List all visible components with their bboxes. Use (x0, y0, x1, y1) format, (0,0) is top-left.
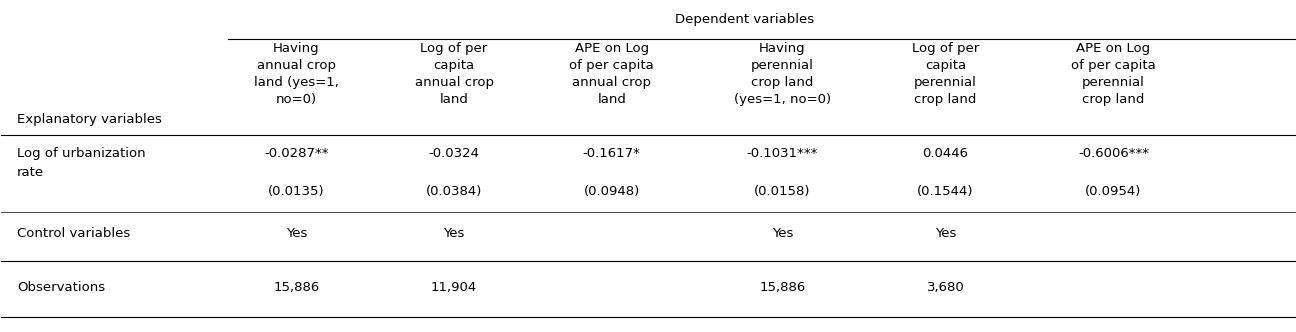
Text: 3,680: 3,680 (927, 281, 964, 294)
Text: Control variables: Control variables (17, 227, 130, 240)
Text: Having
perennial
crop land
(yes=1, no=0): Having perennial crop land (yes=1, no=0) (734, 42, 831, 106)
Text: Yes: Yes (443, 227, 465, 240)
Text: (0.0384): (0.0384) (426, 185, 482, 198)
Text: -0.0324: -0.0324 (429, 147, 480, 160)
Text: 11,904: 11,904 (430, 281, 477, 294)
Text: Yes: Yes (285, 227, 307, 240)
Text: (0.0948): (0.0948) (583, 185, 640, 198)
Text: (0.0954): (0.0954) (1085, 185, 1142, 198)
Text: 0.0446: 0.0446 (923, 147, 968, 160)
Text: (0.1544): (0.1544) (918, 185, 973, 198)
Text: Log of urbanization
rate: Log of urbanization rate (17, 147, 145, 179)
Text: -0.1031***: -0.1031*** (746, 147, 818, 160)
Text: 15,886: 15,886 (273, 281, 319, 294)
Text: Having
annual crop
land (yes=1,
no=0): Having annual crop land (yes=1, no=0) (254, 42, 338, 106)
Text: 15,886: 15,886 (759, 281, 806, 294)
Text: (0.0135): (0.0135) (268, 185, 324, 198)
Text: APE on Log
of per capita
annual crop
land: APE on Log of per capita annual crop lan… (569, 42, 654, 106)
Text: -0.1617*: -0.1617* (583, 147, 640, 160)
Text: Dependent variables: Dependent variables (675, 13, 815, 26)
Text: Yes: Yes (934, 227, 956, 240)
Text: APE on Log
of per capita
perennial
crop land: APE on Log of per capita perennial crop … (1072, 42, 1156, 106)
Text: Observations: Observations (17, 281, 105, 294)
Text: Log of per
capita
annual crop
land: Log of per capita annual crop land (415, 42, 494, 106)
Text: (0.0158): (0.0158) (754, 185, 811, 198)
Text: -0.0287**: -0.0287** (264, 147, 328, 160)
Text: Explanatory variables: Explanatory variables (17, 114, 162, 126)
Text: -0.6006***: -0.6006*** (1078, 147, 1150, 160)
Text: Log of per
capita
perennial
crop land: Log of per capita perennial crop land (912, 42, 978, 106)
Text: Yes: Yes (772, 227, 793, 240)
